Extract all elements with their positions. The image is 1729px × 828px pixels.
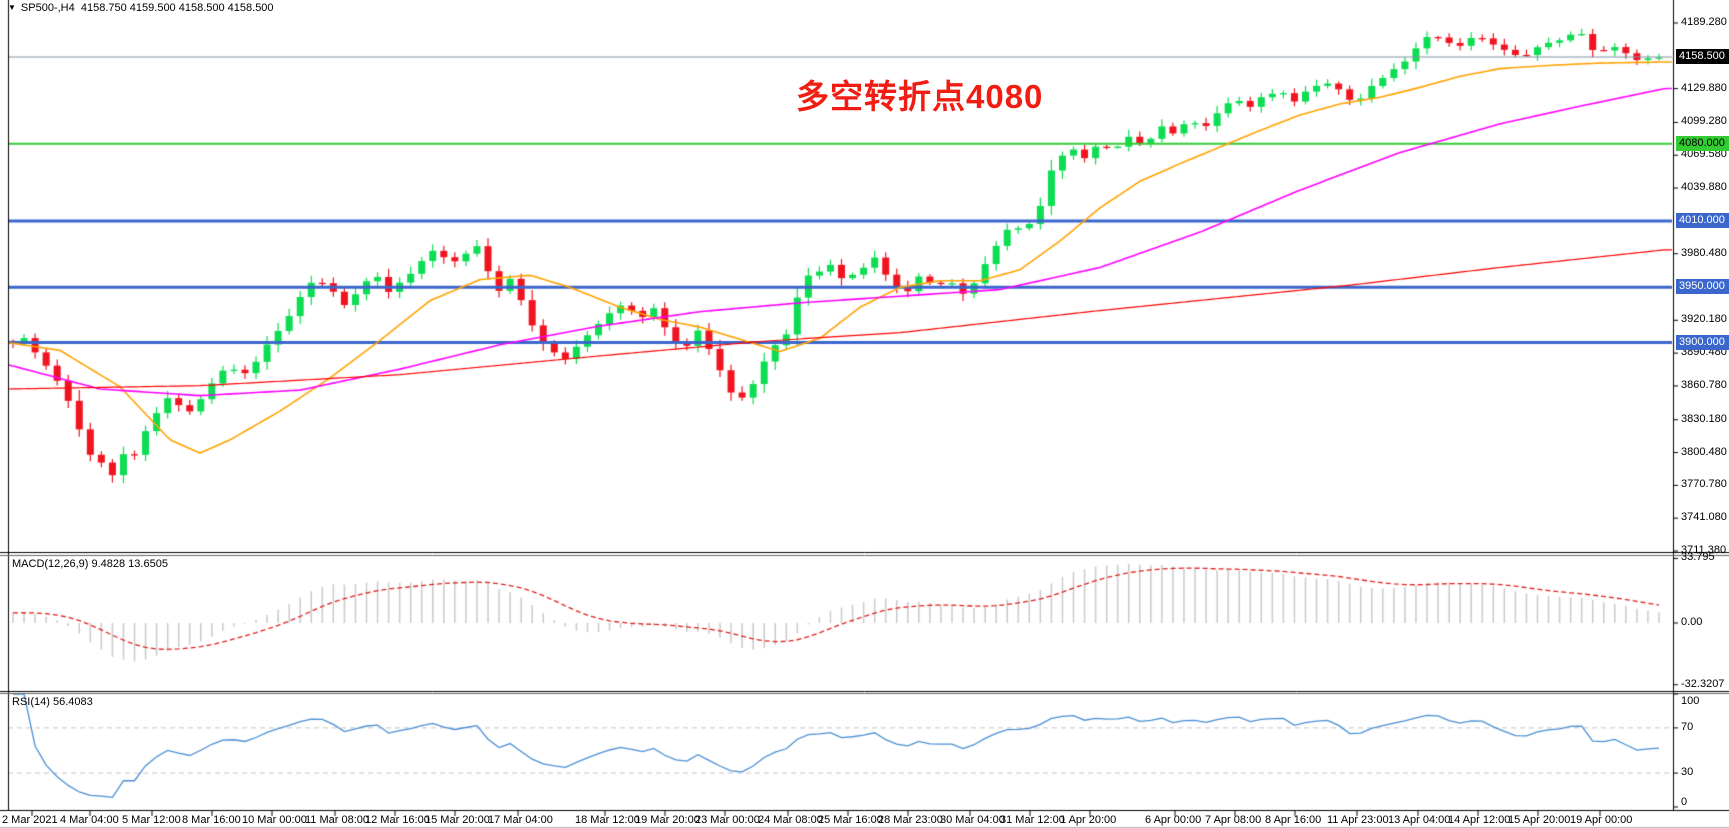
time-axis-label: 11 Apr 23:00 xyxy=(1327,814,1389,826)
time-axis-label: 12 Mar 16:00 xyxy=(365,814,430,826)
time-axis-label: 19 Apr 00:00 xyxy=(1570,814,1633,826)
price-axis-tick-label: 4039.880 xyxy=(1681,181,1727,194)
time-axis-label: 2 Mar 2021 xyxy=(2,814,58,826)
price-axis-tick-label: 4189.280 xyxy=(1681,16,1727,28)
time-axis-label: 19 Mar 20:00 xyxy=(635,814,700,826)
price-axis-tick-label: 3711.380 xyxy=(1681,544,1727,556)
time-axis-label: 5 Mar 12:00 xyxy=(122,814,181,826)
price-axis-tick-label: 3860.780 xyxy=(1681,378,1727,391)
chart-header: ▼ SP500-,H4 4158.750 4159.500 4158.500 41… xyxy=(8,2,274,14)
time-axis-label: 18 Mar 12:00 xyxy=(575,814,640,826)
ohlc-values: 4158.750 4159.500 4158.500 4158.500 xyxy=(80,2,274,14)
time-axis-label: 7 Apr 08:00 xyxy=(1205,814,1262,826)
macd-axis-tick-label: 0.00 xyxy=(1681,616,1703,628)
price-axis-tick-label: 3920.180 xyxy=(1681,313,1727,326)
time-axis-label: 30 Mar 04:00 xyxy=(940,814,1005,826)
symbol-dropdown-icon[interactable]: ▼ xyxy=(8,3,16,12)
price-axis-tick-label: 3980.480 xyxy=(1681,246,1727,259)
price-level-label: 3950.000 xyxy=(1676,279,1729,295)
price-axis-tick-label: 4069.580 xyxy=(1681,148,1727,161)
time-axis-label: 8 Mar 16:00 xyxy=(182,814,241,826)
time-axis-label: 24 Mar 08:00 xyxy=(758,814,823,826)
time-axis-label: 17 Mar 04:00 xyxy=(488,814,553,826)
time-axis-label: 10 Mar 00:00 xyxy=(242,814,307,826)
time-axis-label: 8 Apr 16:00 xyxy=(1265,814,1322,826)
price-axis-tick-label: 3741.080 xyxy=(1681,511,1727,524)
rsi-axis-tick-label: 0 xyxy=(1681,796,1688,808)
price-axis-tick-label: 3830.180 xyxy=(1681,412,1727,425)
macd-axis-tick-label: -32.3207 xyxy=(1681,677,1725,690)
price-axis-tick-label: 3770.780 xyxy=(1681,478,1727,491)
price-axis-tick-label: 4129.880 xyxy=(1681,81,1727,94)
time-axis-label: 1 Apr 20:00 xyxy=(1060,814,1117,826)
time-axis-label: 31 Mar 12:00 xyxy=(1000,814,1065,826)
annotation-text: 多空转折点4080 xyxy=(796,78,1044,115)
time-axis-label: 13 Apr 04:00 xyxy=(1388,814,1451,826)
price-axis-tick-label: 3800.480 xyxy=(1681,445,1727,458)
rsi-axis-tick-label: 100 xyxy=(1681,695,1700,707)
price-level-label: 4080.000 xyxy=(1676,135,1729,151)
time-axis-label: 25 Mar 16:00 xyxy=(818,814,883,826)
rsi-axis-tick-label: 70 xyxy=(1681,720,1694,733)
current-price-label: 4158.500 xyxy=(1676,49,1729,64)
price-level-label: 4010.000 xyxy=(1676,213,1729,229)
rsi-label: RSI(14) 56.4083 xyxy=(12,696,93,708)
symbol-timeframe-label: SP500-,H4 xyxy=(20,2,75,14)
price-axis-tick-label: 4099.280 xyxy=(1681,115,1727,128)
time-axis-label: 28 Mar 23:00 xyxy=(878,814,943,826)
price-level-label: 3900.000 xyxy=(1676,334,1729,350)
time-axis-label: 14 Apr 12:00 xyxy=(1448,814,1511,826)
macd-axis-tick-label: 33.795 xyxy=(1681,551,1715,564)
time-axis-label: 6 Apr 00:00 xyxy=(1145,814,1202,826)
rsi-axis-tick-label: 30 xyxy=(1681,766,1694,779)
time-axis-label: 23 Mar 00:00 xyxy=(695,814,760,826)
macd-label: MACD(12,26,9) 9.4828 13.6505 xyxy=(12,558,168,570)
time-axis-label: 11 Mar 08:00 xyxy=(305,814,370,826)
time-axis-label: 15 Mar 20:00 xyxy=(425,814,490,826)
time-axis-label: 15 Apr 20:00 xyxy=(1508,814,1571,826)
time-axis-label: 4 Mar 04:00 xyxy=(60,814,119,826)
